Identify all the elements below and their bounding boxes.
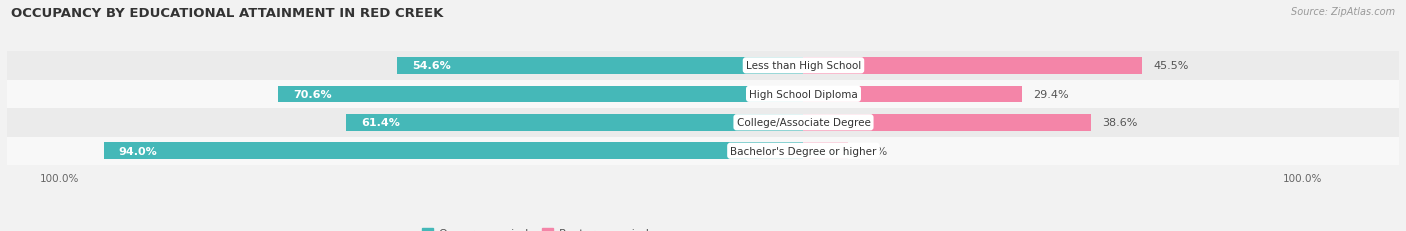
Text: 94.0%: 94.0% bbox=[118, 146, 157, 156]
Text: OCCUPANCY BY EDUCATIONAL ATTAINMENT IN RED CREEK: OCCUPANCY BY EDUCATIONAL ATTAINMENT IN R… bbox=[11, 7, 444, 20]
Bar bbox=[803, 58, 1142, 74]
Bar bbox=[803, 86, 1022, 103]
Bar bbox=[7, 109, 1399, 137]
Text: 70.6%: 70.6% bbox=[292, 89, 332, 99]
Text: Source: ZipAtlas.com: Source: ZipAtlas.com bbox=[1291, 7, 1395, 17]
Legend: Owner-occupied, Renter-occupied: Owner-occupied, Renter-occupied bbox=[418, 224, 654, 231]
Text: Bachelor's Degree or higher: Bachelor's Degree or higher bbox=[730, 146, 877, 156]
Bar bbox=[7, 80, 1399, 109]
Bar bbox=[396, 58, 803, 74]
Text: 45.5%: 45.5% bbox=[1153, 61, 1188, 71]
Bar bbox=[7, 137, 1399, 165]
Bar bbox=[803, 143, 848, 159]
Bar bbox=[346, 115, 803, 131]
Text: 6.0%: 6.0% bbox=[859, 146, 887, 156]
Text: 61.4%: 61.4% bbox=[361, 118, 401, 128]
Text: 29.4%: 29.4% bbox=[1033, 89, 1069, 99]
Bar bbox=[7, 52, 1399, 80]
Bar bbox=[803, 115, 1091, 131]
Text: 38.6%: 38.6% bbox=[1102, 118, 1137, 128]
Bar bbox=[104, 143, 803, 159]
Text: Less than High School: Less than High School bbox=[745, 61, 860, 71]
Text: High School Diploma: High School Diploma bbox=[749, 89, 858, 99]
Text: 54.6%: 54.6% bbox=[412, 61, 451, 71]
Text: College/Associate Degree: College/Associate Degree bbox=[737, 118, 870, 128]
Bar bbox=[278, 86, 803, 103]
